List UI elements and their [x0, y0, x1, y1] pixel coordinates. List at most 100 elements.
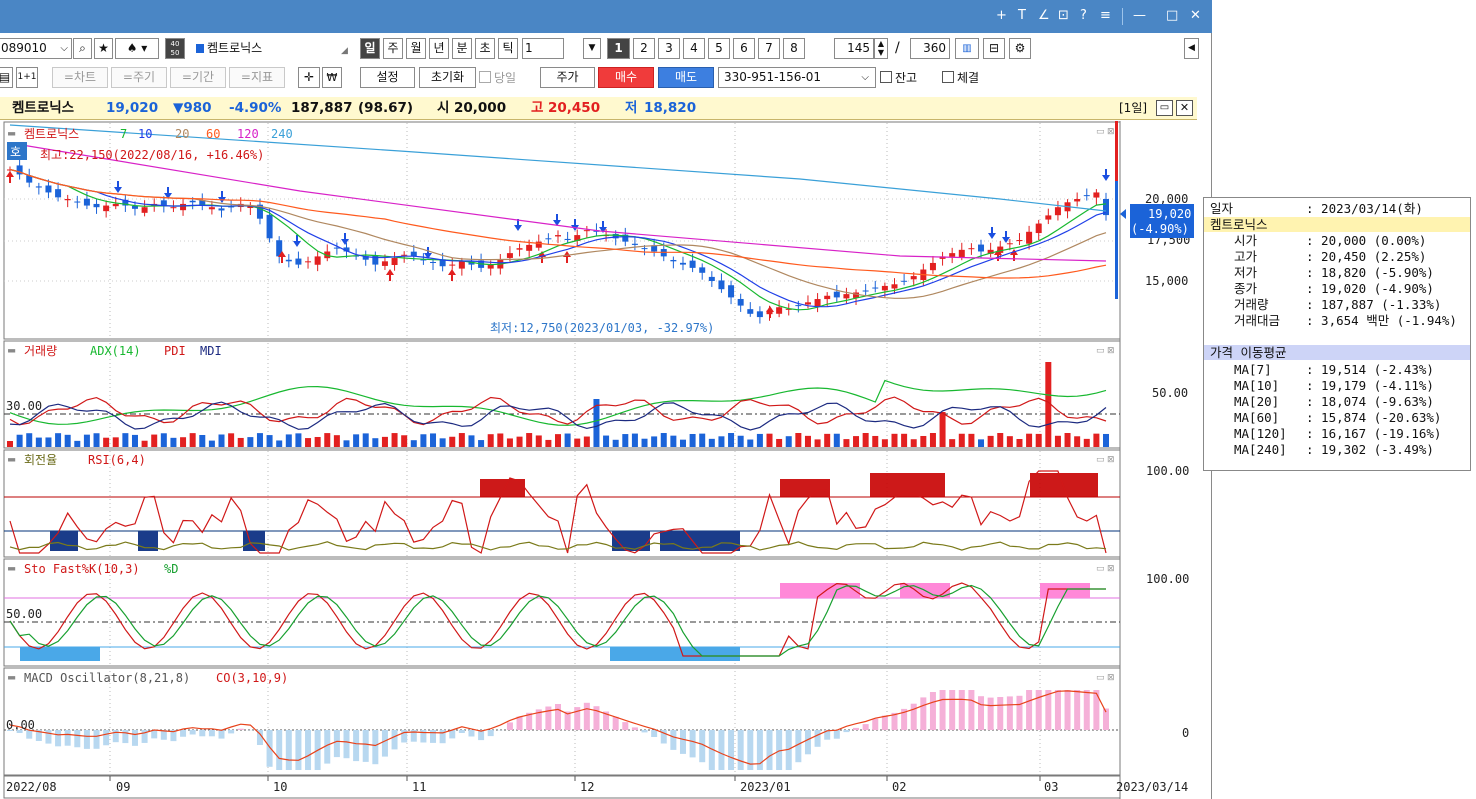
chevron-down-icon[interactable]: ⌵ — [60, 43, 68, 54]
candle-body — [968, 248, 975, 250]
add-icon[interactable]: + — [996, 8, 1007, 23]
unit-dropdown-icon[interactable]: ▼ — [583, 38, 601, 59]
today-checkbox[interactable] — [479, 71, 491, 83]
won-icon[interactable]: ₩ — [322, 67, 342, 88]
rsi-line — [9, 470, 1107, 554]
sort-icon[interactable]: ♠ ▾ — [115, 38, 159, 59]
count-spinner[interactable]: ▲ ▼ — [874, 38, 888, 59]
buy-button[interactable]: 매수 — [598, 67, 654, 88]
stoch-oversold-fill — [610, 647, 740, 661]
price-button[interactable]: 주가 — [540, 67, 595, 88]
macd-osc-bar — [1103, 708, 1109, 730]
volume-bar — [958, 433, 965, 447]
indicator-button[interactable]: =지표 — [229, 67, 285, 88]
minimize-icon[interactable]: — — [1133, 8, 1146, 23]
collapse-panel-icon[interactable]: ◀ — [1184, 38, 1199, 59]
macd-osc-bar — [151, 730, 158, 739]
macd-osc-bar — [26, 730, 33, 739]
stock-code-input[interactable]: 089010 ⌵ — [0, 38, 72, 59]
text-icon[interactable]: T — [1018, 8, 1026, 23]
num-button-5[interactable]: 5 — [708, 38, 730, 59]
candle-body — [641, 248, 648, 250]
balance-checkbox[interactable] — [880, 71, 892, 83]
volume-bar — [574, 438, 581, 447]
info-ma-value: : 19,179 (-4.11%) — [1306, 378, 1434, 393]
num-button-6[interactable]: 6 — [733, 38, 755, 59]
angle-icon[interactable]: ∠ — [1038, 8, 1050, 23]
tab-day[interactable]: 일 — [360, 38, 380, 59]
panel-handle-icon[interactable]: ▬ — [8, 670, 16, 684]
zoom-toggle-icon[interactable]: ▥ — [955, 38, 979, 59]
ratio-logo-icon: 40 50 — [165, 38, 185, 59]
panel-handle-icon[interactable]: ▬ — [8, 561, 16, 575]
panel-restore-icon[interactable]: ▭ — [1156, 100, 1173, 116]
tab-minute[interactable]: 분 — [452, 38, 472, 59]
candle-body — [276, 240, 283, 257]
panel-minimize-icon: ▭ — [1096, 455, 1105, 465]
tab-second[interactable]: 초 — [475, 38, 495, 59]
volume-bar — [1026, 433, 1033, 447]
num-button-4[interactable]: 4 — [683, 38, 705, 59]
macd-osc-bar — [689, 730, 696, 758]
unit-input[interactable]: 1 — [522, 38, 564, 59]
panel-handle-icon[interactable]: ▬ — [8, 126, 16, 140]
macd-osc-bar — [881, 715, 888, 730]
tab-year[interactable]: 년 — [429, 38, 449, 59]
cycle-button[interactable]: =주기 — [111, 67, 167, 88]
save-icon[interactable]: ⊟ — [983, 38, 1005, 59]
count-input[interactable]: 145 — [834, 38, 874, 59]
candle-body — [381, 261, 388, 266]
search-icon[interactable]: ⌕ — [73, 38, 92, 59]
candle-body — [881, 285, 888, 291]
total-input[interactable]: 360 — [910, 38, 950, 59]
table-icon[interactable]: ▤ — [0, 67, 13, 88]
menu-icon[interactable]: ≡ — [1100, 8, 1111, 23]
tab-week[interactable]: 주 — [383, 38, 403, 59]
macd-osc-bar — [333, 730, 340, 758]
quote-price: 19,020 — [106, 100, 159, 116]
maximize-icon[interactable]: □ — [1166, 8, 1179, 23]
reset-button[interactable]: 초기화 — [419, 67, 476, 88]
panel-close-icon[interactable]: ✕ — [1176, 100, 1193, 116]
current-price-box — [1130, 204, 1194, 238]
crosshair-icon[interactable]: ✛ — [298, 67, 320, 88]
panel-handle-icon[interactable]: ▬ — [8, 343, 16, 357]
volume-bar — [237, 437, 244, 447]
stock-chart[interactable]: ▭ ⊠▭ ⊠▭ ⊠▭ ⊠▭ ⊠ ▬ 켐트로닉스 7 10 20 60 120 240 호 … — [0, 121, 1197, 799]
capture-icon[interactable]: ⊡ — [1058, 8, 1069, 23]
stock-name-field[interactable]: 켐트로닉스 — [190, 38, 352, 59]
sell-button[interactable]: 매도 — [658, 67, 714, 88]
sell-signal-arrow-icon — [164, 187, 172, 199]
panel-handle-icon[interactable]: ▬ — [8, 452, 16, 466]
grid-layout-button[interactable]: 1+1 — [16, 67, 38, 88]
info-ma-key: MA[240] — [1234, 442, 1287, 457]
setting-button[interactable]: 설정 — [360, 67, 415, 88]
help-icon[interactable]: ? — [1080, 8, 1087, 23]
rsi-overbought-fill — [780, 479, 830, 497]
quote-range-label[interactable]: [1일] — [1119, 101, 1148, 115]
num-button-3[interactable]: 3 — [658, 38, 680, 59]
rsi-overbought-fill — [480, 479, 525, 497]
num-button-8[interactable]: 8 — [783, 38, 805, 59]
macd-osc-bar — [785, 730, 792, 770]
favorite-star-icon[interactable]: ★ — [94, 38, 113, 59]
chart-button[interactable]: =차트 — [52, 67, 108, 88]
candle-body — [756, 311, 763, 318]
chevron-down-icon[interactable]: ⌵ — [861, 72, 869, 83]
info-key: 거래대금 — [1234, 313, 1281, 328]
num-button-7[interactable]: 7 — [758, 38, 780, 59]
volume-bar — [1103, 433, 1109, 447]
pdi-line — [9, 396, 1107, 426]
num-button-2[interactable]: 2 — [633, 38, 655, 59]
candle-body — [103, 205, 110, 212]
tab-tick[interactable]: 틱 — [498, 38, 518, 59]
exec-checkbox[interactable] — [942, 71, 954, 83]
macd-osc-bar — [910, 703, 917, 730]
quote-tag-badge[interactable] — [7, 142, 27, 160]
tab-month[interactable]: 월 — [406, 38, 426, 59]
settings-gear-icon[interactable]: ⚙ — [1009, 38, 1031, 59]
num-button-1[interactable]: 1 — [607, 38, 630, 59]
account-select[interactable]: 330-951-156-01 ⌵ — [718, 67, 876, 88]
period-button[interactable]: =기간 — [170, 67, 226, 88]
close-icon[interactable]: ✕ — [1190, 8, 1201, 23]
